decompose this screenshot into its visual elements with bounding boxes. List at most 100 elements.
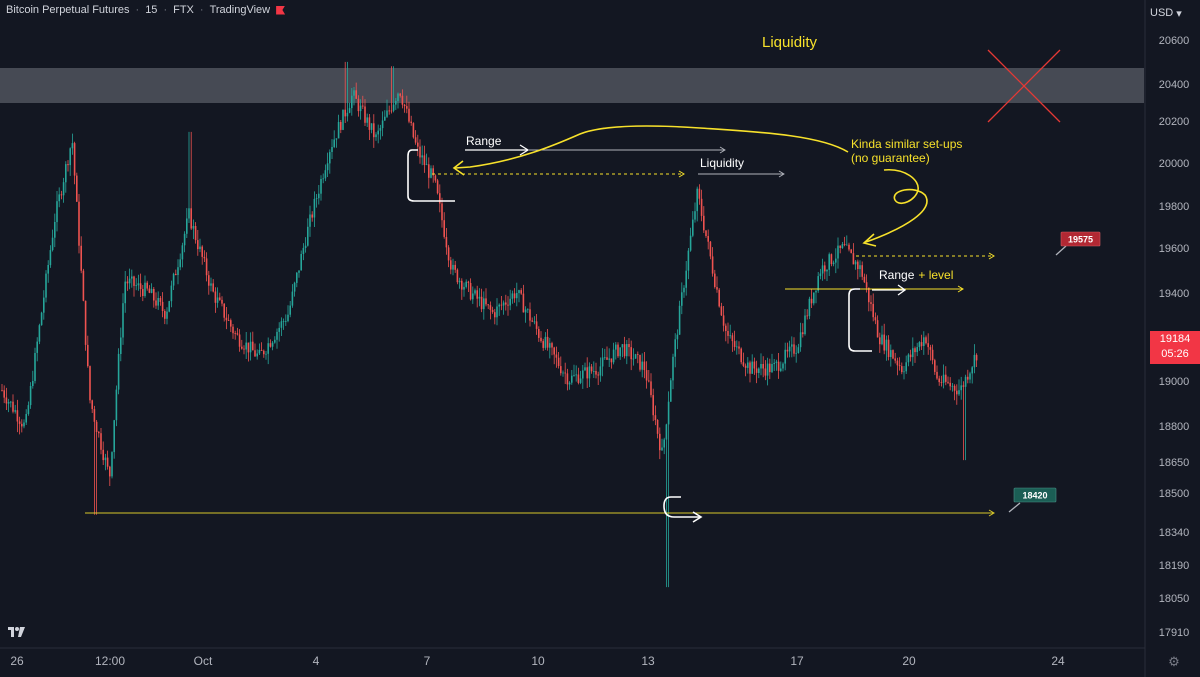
candle-body: [443, 220, 445, 237]
setup-squiggle-arrow[interactable]: [865, 169, 928, 243]
candle-body: [315, 198, 318, 199]
price-scale[interactable]: 20600 20400 20200 20000 19800 19600 19400 19000…: [1159, 35, 1190, 639]
candle-body: [725, 325, 727, 331]
candle-body: [538, 329, 540, 338]
candle-body: [788, 346, 791, 352]
candle-body: [557, 357, 560, 366]
reclaim-hook-head[interactable]: [692, 511, 703, 523]
candle-body: [197, 240, 199, 250]
candle-body: [975, 354, 978, 361]
range-bracket-left[interactable]: [407, 149, 455, 202]
candle-body: [861, 265, 863, 277]
time-scale[interactable]: 26 12:00 Oct 4 7 10 13 17 20 24: [10, 654, 1065, 668]
candle-body: [177, 267, 179, 275]
liquidity-zone[interactable]: [0, 68, 1144, 103]
range-level-label-range: Range: [879, 268, 915, 282]
candle-body: [205, 258, 208, 276]
candle-body: [65, 164, 67, 183]
candle-body: [399, 93, 401, 96]
range-level-arrow-head[interactable]: [897, 284, 907, 296]
candle-body: [241, 346, 243, 349]
candle-body: [881, 334, 883, 345]
candle-body: [78, 201, 80, 246]
candle-body: [146, 282, 148, 289]
level-18420-line-head[interactable]: [988, 509, 995, 517]
candle-body: [480, 296, 483, 310]
y-tick-label: 18190: [1159, 560, 1190, 572]
candle-body: [540, 337, 542, 342]
gear-icon[interactable]: ⚙: [1168, 654, 1180, 669]
candle-body: [874, 317, 877, 321]
candle-body: [850, 249, 852, 254]
candle-body: [58, 194, 60, 202]
candle-body: [326, 163, 329, 171]
candle-body: [502, 302, 505, 306]
exchange: FTX: [173, 4, 194, 16]
candle-body: [71, 143, 74, 149]
candle-body: [920, 342, 923, 347]
candle-body: [879, 337, 881, 345]
cross-mark-line-2[interactable]: [987, 49, 1061, 123]
currency-selector[interactable]: USD ▾: [1150, 4, 1200, 22]
candle-body: [819, 273, 822, 277]
range-level-line-head[interactable]: [957, 285, 964, 293]
candle-body: [584, 367, 586, 371]
candle-body: [401, 95, 404, 105]
y-tick-label: 19000: [1159, 376, 1190, 388]
candle-body: [500, 304, 503, 306]
candle-body: [346, 112, 349, 117]
candle-body: [120, 337, 122, 354]
candle-body: [47, 265, 49, 274]
setup-curve-arrow-head[interactable]: [452, 160, 465, 176]
candle-body: [51, 237, 54, 251]
candle-body: [203, 256, 206, 259]
price-tag-19575[interactable]: 19575: [1055, 231, 1101, 256]
candle-body: [458, 280, 461, 283]
candle-body: [344, 109, 346, 117]
setup-squiggle-arrow-head[interactable]: [862, 233, 877, 247]
bar-countdown: 05:26: [1161, 348, 1189, 360]
candle-body: [159, 298, 162, 302]
candle-body: [456, 269, 459, 283]
x-tick-label: 20: [902, 654, 916, 668]
level-19575-dashed-head[interactable]: [988, 252, 995, 260]
reclaim-hook[interactable]: [663, 496, 700, 518]
candle-body: [544, 336, 547, 348]
interval[interactable]: 15: [145, 4, 158, 16]
candle-body: [615, 344, 617, 350]
candle-body: [183, 233, 186, 246]
candle-body: [133, 276, 135, 286]
candle-body: [271, 342, 274, 347]
liquidity-dashed-head[interactable]: [678, 170, 685, 178]
candle-body: [421, 155, 423, 158]
candle-body: [524, 309, 527, 313]
candle-body: [212, 283, 214, 292]
liquidity-mid-arrow-head[interactable]: [778, 170, 785, 178]
range-bracket-right[interactable]: [848, 288, 872, 352]
candle-body: [485, 298, 487, 305]
range-arrow-long-head[interactable]: [719, 146, 726, 154]
candle-body: [505, 302, 507, 305]
candle-body: [122, 303, 124, 338]
candle-body: [293, 282, 296, 292]
candle-body: [766, 363, 769, 376]
price-tag-18420[interactable]: 18420: [1008, 487, 1057, 513]
candle-body: [135, 285, 137, 286]
candle-body: [223, 303, 225, 318]
flag-icon[interactable]: [276, 5, 286, 15]
setup-curve-arrow[interactable]: [454, 125, 849, 169]
candle-body: [419, 146, 421, 158]
candle-body: [309, 214, 311, 227]
candle-body: [148, 288, 151, 293]
candle-body: [949, 382, 951, 387]
candle-body: [936, 371, 938, 379]
candle-body: [408, 108, 410, 122]
candle-body: [256, 353, 258, 357]
candle-body: [359, 105, 362, 112]
candle-body: [445, 237, 448, 248]
candle-body: [364, 106, 366, 123]
candle-body: [491, 309, 494, 313]
candle-body: [700, 198, 703, 216]
symbol-name[interactable]: Bitcoin Perpetual Futures: [6, 4, 130, 16]
